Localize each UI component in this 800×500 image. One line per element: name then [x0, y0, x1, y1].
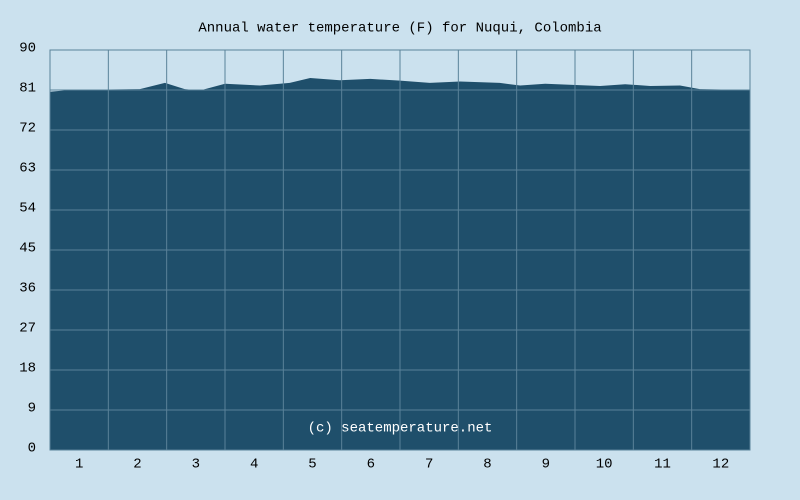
y-tick-label: 18 — [19, 361, 36, 377]
x-tick-label: 8 — [483, 457, 491, 473]
y-tick-label: 63 — [19, 161, 36, 177]
y-tick-label: 54 — [19, 201, 36, 217]
x-tick-label: 9 — [542, 457, 550, 473]
x-tick-label: 4 — [250, 457, 258, 473]
x-tick-label: 5 — [308, 457, 316, 473]
plot-frame — [49, 49, 751, 451]
x-tick-label: 2 — [133, 457, 141, 473]
x-tick-label: 11 — [654, 457, 671, 473]
y-tick-label: 90 — [19, 41, 36, 57]
y-tick-label: 72 — [19, 121, 36, 137]
x-tick-label: 3 — [192, 457, 200, 473]
x-tick-label: 1 — [75, 457, 83, 473]
y-tick-label: 0 — [28, 441, 36, 457]
y-tick-label: 27 — [19, 321, 36, 337]
x-tick-label: 6 — [367, 457, 375, 473]
x-tick-label: 7 — [425, 457, 433, 473]
y-tick-label: 45 — [19, 241, 36, 257]
y-tick-label: 9 — [28, 401, 36, 417]
x-tick-label: 12 — [712, 457, 729, 473]
watermark: (c) seatemperature.net — [308, 421, 493, 437]
y-tick-label: 36 — [19, 281, 36, 297]
chart-title: Annual water temperature (F) for Nuqui, … — [198, 21, 601, 37]
x-tick-label: 10 — [596, 457, 613, 473]
y-tick-label: 81 — [19, 81, 36, 97]
